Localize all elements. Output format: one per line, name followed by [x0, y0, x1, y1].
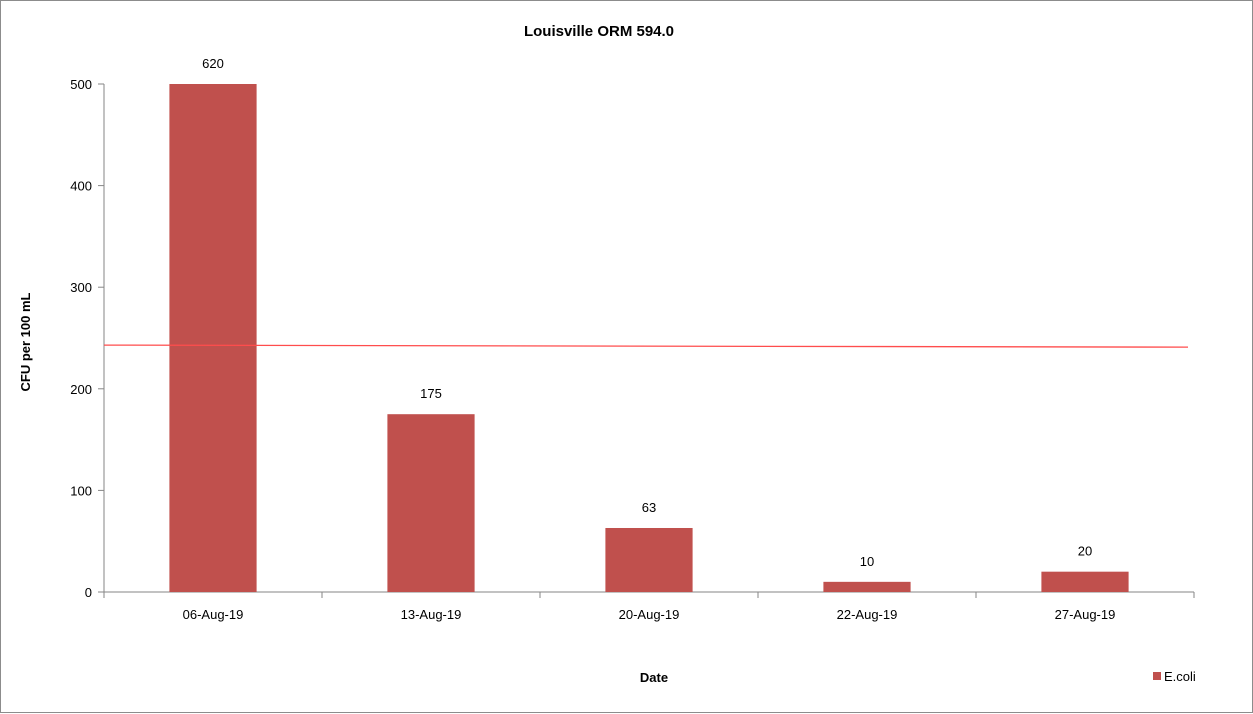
chart-title: Louisville ORM 594.0 — [524, 23, 674, 40]
data-label: 10 — [860, 554, 874, 569]
x-tick-label: 22-Aug-19 — [837, 607, 898, 622]
x-tick-label: 06-Aug-19 — [183, 607, 244, 622]
x-tick-label: 27-Aug-19 — [1055, 607, 1116, 622]
y-tick-label: 400 — [70, 179, 92, 194]
plot-area: 0 100 200 300 400 500 06-Aug-19 620 13-Aug-19 175… — [70, 56, 1195, 622]
x-axis-title: Date — [640, 670, 668, 685]
bar — [605, 527, 693, 592]
y-tick-label: 200 — [70, 382, 92, 397]
data-label: 20 — [1078, 544, 1092, 559]
data-label: 620 — [202, 56, 224, 71]
data-label: 175 — [420, 386, 442, 401]
y-tick-label: 500 — [70, 77, 92, 92]
x-tick-label: 13-Aug-19 — [401, 607, 462, 622]
y-tick-label: 100 — [70, 483, 92, 498]
bar — [387, 414, 475, 592]
bar — [1041, 571, 1129, 592]
data-label: 63 — [642, 500, 656, 515]
legend-swatch — [1153, 672, 1161, 680]
reference-line — [103, 344, 1189, 348]
legend: E.coli — [1153, 669, 1196, 684]
x-tick-label: 20-Aug-19 — [619, 607, 680, 622]
y-axis-title: CFU per 100 mL — [18, 292, 33, 391]
legend-label: E.coli — [1164, 669, 1196, 684]
bar — [823, 581, 911, 592]
y-tick-label: 300 — [70, 280, 92, 295]
y-tick-label: 0 — [85, 585, 92, 600]
bar — [169, 84, 257, 592]
